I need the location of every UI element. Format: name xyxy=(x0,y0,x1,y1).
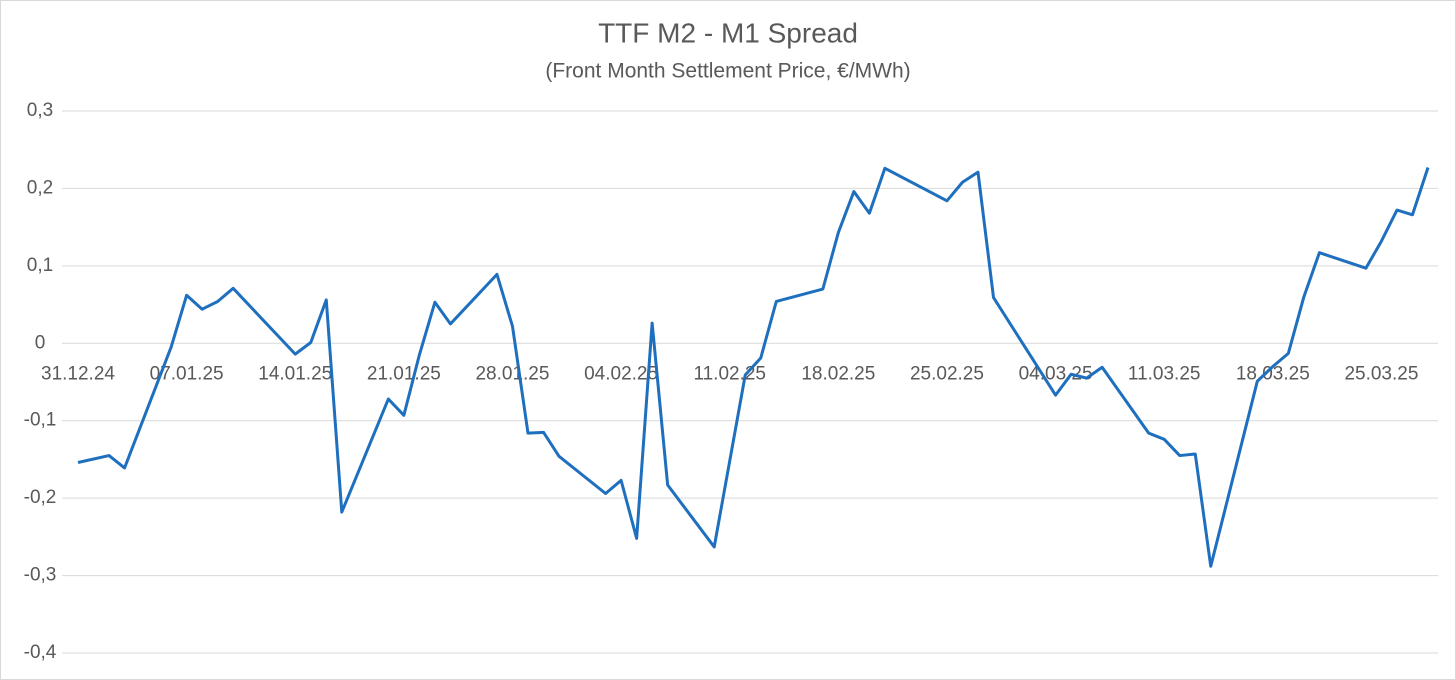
chart-subtitle: (Front Month Settlement Price, €/MWh) xyxy=(545,60,910,83)
x-tick-label: 18.02.25 xyxy=(801,363,875,384)
data-line xyxy=(77,166,1430,568)
y-tick-label: -0,1 xyxy=(24,410,57,431)
x-tick-label: 11.02.25 xyxy=(693,363,766,384)
x-tick-label: 25.02.25 xyxy=(910,363,984,384)
x-tick-label: 31.12.24 xyxy=(41,363,115,384)
y-tick-label: 0,1 xyxy=(27,255,53,276)
x-tick-label: 07.01.25 xyxy=(150,363,224,384)
y-tick-label: 0,3 xyxy=(27,100,53,121)
y-tick-label: 0 xyxy=(35,332,46,353)
x-tick-label: 04.03.25 xyxy=(1019,363,1093,384)
x-tick-label: 04.02.25 xyxy=(584,363,658,384)
x-tick-label: 14.01.25 xyxy=(258,363,332,384)
y-tick-label: -0,3 xyxy=(24,565,57,586)
y-tick-label: -0,2 xyxy=(24,487,57,508)
x-tick-label: 25.03.25 xyxy=(1344,363,1418,384)
y-tick-label: 0,2 xyxy=(27,177,53,198)
chart-title: TTF M2 - M1 Spread xyxy=(598,17,858,48)
x-tick-label: 11.03.25 xyxy=(1128,363,1201,384)
x-tick-label: 21.01.25 xyxy=(367,363,441,384)
y-tick-label: -0,4 xyxy=(24,642,57,663)
x-tick-label: 18.03.25 xyxy=(1236,363,1310,384)
x-tick-label: 28.01.25 xyxy=(475,363,549,384)
